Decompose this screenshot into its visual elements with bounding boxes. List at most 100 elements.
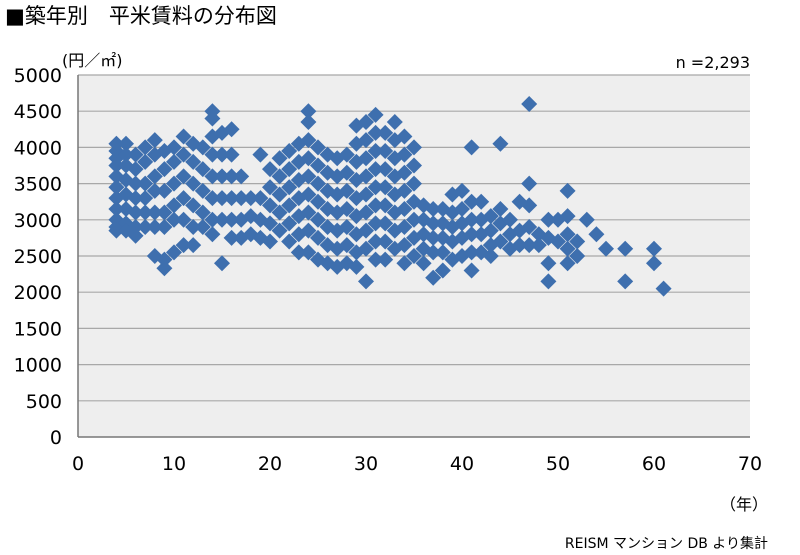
data-point bbox=[396, 146, 413, 163]
data-point bbox=[166, 244, 182, 261]
data-point bbox=[540, 273, 557, 290]
data-point bbox=[569, 248, 586, 264]
data-point bbox=[377, 179, 394, 196]
data-point bbox=[300, 150, 317, 167]
x-tick-label: 30 bbox=[354, 453, 378, 475]
data-point bbox=[185, 175, 202, 192]
data-points bbox=[108, 95, 672, 297]
data-point bbox=[300, 222, 317, 239]
data-point bbox=[569, 233, 586, 250]
data-point bbox=[646, 255, 662, 272]
data-point bbox=[310, 175, 326, 192]
data-point bbox=[425, 215, 442, 232]
data-point bbox=[194, 204, 211, 221]
data-point bbox=[175, 128, 192, 145]
data-point bbox=[271, 186, 288, 203]
data-point bbox=[194, 139, 211, 156]
data-point bbox=[617, 240, 634, 257]
data-point bbox=[137, 175, 154, 192]
data-point bbox=[127, 146, 144, 163]
data-point bbox=[540, 255, 557, 272]
data-point bbox=[338, 164, 355, 181]
data-point bbox=[118, 135, 134, 152]
data-point bbox=[617, 273, 634, 290]
data-point bbox=[166, 139, 182, 156]
data-point bbox=[367, 251, 384, 268]
data-point bbox=[137, 190, 154, 207]
data-point bbox=[156, 204, 173, 221]
data-point bbox=[223, 229, 240, 246]
data-point bbox=[406, 175, 422, 192]
data-point bbox=[559, 208, 576, 225]
data-point bbox=[204, 211, 221, 228]
data-point bbox=[358, 186, 374, 203]
y-tick-label: 1000 bbox=[14, 355, 62, 377]
data-point bbox=[492, 135, 509, 152]
data-point bbox=[252, 146, 269, 163]
data-point bbox=[396, 219, 413, 236]
data-point bbox=[223, 168, 240, 185]
data-point bbox=[166, 211, 182, 228]
data-point bbox=[463, 244, 480, 261]
data-point bbox=[214, 146, 230, 163]
data-point bbox=[367, 124, 384, 141]
data-point bbox=[175, 237, 192, 254]
y-tick-labels: 0 500 1000 1500 2000 2500 3000 3500 4000 4500 5000 bbox=[14, 65, 62, 449]
data-point bbox=[463, 193, 480, 210]
data-point bbox=[454, 182, 470, 199]
data-point bbox=[396, 200, 413, 217]
data-point bbox=[137, 204, 154, 221]
data-point bbox=[396, 182, 413, 199]
data-point bbox=[540, 211, 557, 228]
data-point bbox=[300, 204, 317, 221]
data-point bbox=[281, 233, 298, 250]
data-point bbox=[262, 233, 278, 250]
data-point bbox=[310, 193, 326, 210]
data-point bbox=[281, 215, 298, 232]
data-point bbox=[377, 215, 394, 232]
data-point bbox=[223, 211, 240, 228]
data-point bbox=[338, 200, 355, 217]
data-point bbox=[214, 211, 230, 228]
y-tick-label: 4500 bbox=[14, 101, 62, 123]
data-point bbox=[463, 262, 480, 279]
data-point bbox=[271, 204, 288, 221]
x-tick-labels: 0 10 20 30 40 50 60 70 bbox=[72, 453, 762, 475]
chart-title: ■築年別 平米賃料の分布図 bbox=[5, 4, 277, 28]
data-point bbox=[223, 190, 240, 207]
data-point bbox=[300, 168, 317, 185]
x-tick-label: 0 bbox=[72, 453, 84, 475]
data-point bbox=[425, 244, 442, 261]
data-point bbox=[271, 150, 288, 167]
data-point bbox=[127, 227, 144, 244]
data-point bbox=[281, 161, 298, 178]
data-point bbox=[406, 157, 422, 174]
y-tick-label: 2000 bbox=[14, 282, 62, 304]
data-point bbox=[377, 143, 394, 160]
data-point bbox=[463, 139, 480, 156]
data-point bbox=[204, 226, 221, 243]
x-tick-label: 60 bbox=[642, 453, 666, 475]
data-point bbox=[377, 251, 394, 268]
data-point bbox=[185, 237, 202, 254]
data-point bbox=[406, 248, 422, 264]
data-point bbox=[358, 150, 374, 167]
data-point bbox=[194, 219, 211, 236]
data-point bbox=[367, 161, 384, 178]
data-point bbox=[262, 161, 278, 178]
data-point bbox=[127, 161, 144, 178]
data-point bbox=[137, 139, 154, 156]
data-point bbox=[108, 222, 125, 239]
data-point bbox=[396, 164, 413, 181]
axes bbox=[77, 75, 750, 438]
data-point bbox=[156, 219, 173, 236]
y-tick-label: 1500 bbox=[14, 318, 62, 340]
y-tick-label: 0 bbox=[50, 427, 62, 449]
data-point bbox=[204, 190, 221, 207]
data-point bbox=[262, 197, 278, 214]
y-tick-label: 3000 bbox=[14, 210, 62, 232]
data-point bbox=[377, 161, 394, 178]
data-point bbox=[559, 255, 576, 272]
data-point bbox=[406, 211, 422, 228]
data-point bbox=[156, 251, 173, 268]
